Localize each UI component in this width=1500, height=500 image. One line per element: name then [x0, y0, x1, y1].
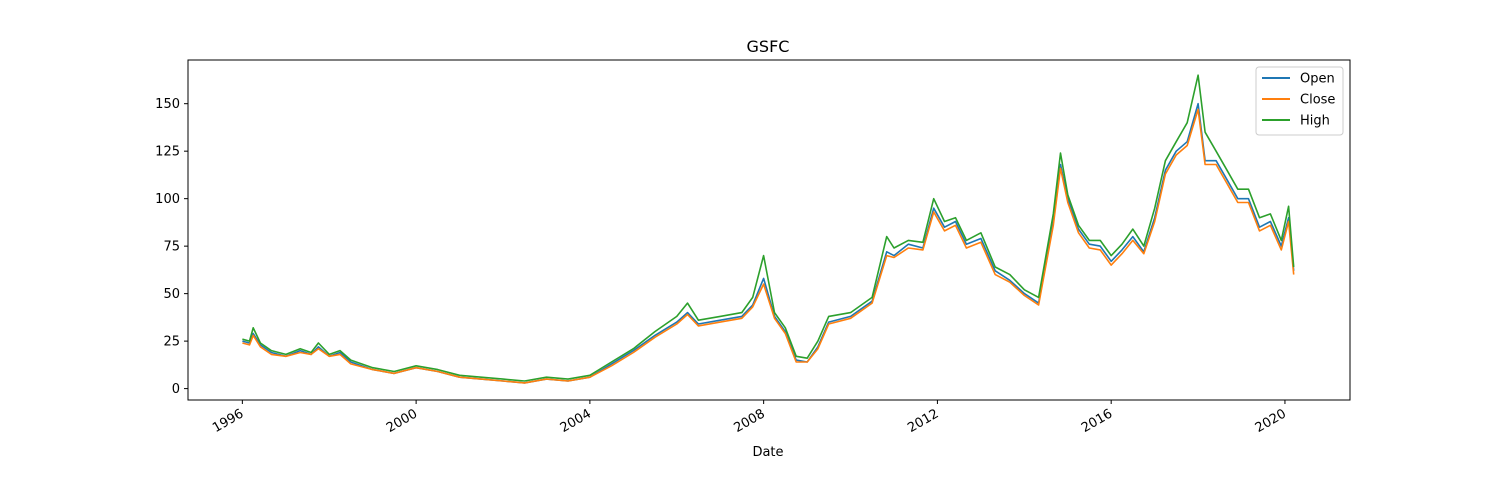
- chart-title: GSFC: [747, 37, 790, 56]
- y-axis: 0 25 50 75 100 125 150: [155, 97, 188, 397]
- x-tick-label: 2000: [384, 406, 420, 436]
- series-line-close: [242, 108, 1295, 384]
- legend-label-open: Open: [1300, 72, 1335, 87]
- x-tick-label: 2012: [905, 406, 941, 436]
- plot-frame: [187, 59, 1351, 401]
- x-tick-label: 2016: [1079, 406, 1115, 436]
- y-tick-label: 125: [155, 145, 180, 160]
- legend-box: [1255, 66, 1344, 136]
- legend-label-close: Close: [1300, 93, 1335, 108]
- y-tick-label: 150: [155, 97, 180, 112]
- y-tick-label: 100: [155, 192, 180, 207]
- x-axis: 1996 2000 2004 2008 2012 2016 2020: [210, 400, 1289, 436]
- series-layer: [242, 74, 1295, 384]
- x-axis-label: Date: [752, 445, 783, 460]
- legend: Open Close High: [1255, 66, 1344, 136]
- y-tick-label: 0: [172, 382, 180, 397]
- series-line-high: [242, 74, 1295, 382]
- y-tick-label: 25: [163, 335, 180, 350]
- x-tick-label: 2020: [1253, 406, 1289, 436]
- y-tick-label: 75: [163, 240, 180, 255]
- legend-label-high: High: [1300, 114, 1330, 129]
- x-tick-label: 1996: [210, 406, 246, 436]
- x-tick-label: 2004: [558, 406, 594, 436]
- y-tick-label: 50: [163, 287, 180, 302]
- x-tick-label: 2008: [731, 406, 767, 436]
